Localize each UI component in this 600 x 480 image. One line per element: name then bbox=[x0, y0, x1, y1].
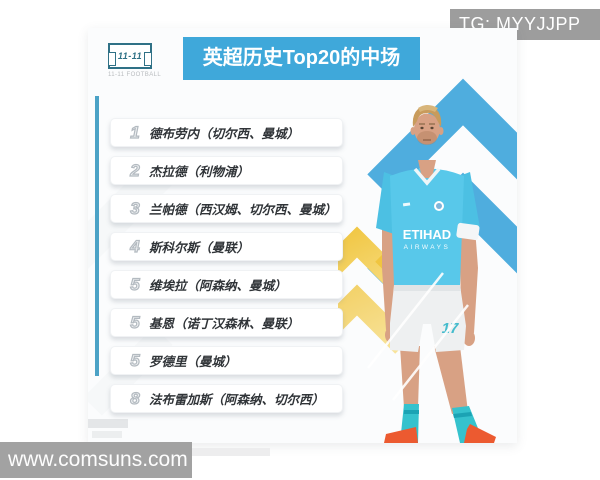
rank-number: 1 bbox=[130, 122, 141, 142]
list-item: 4 斯科尔斯（曼联） bbox=[110, 232, 343, 261]
player-area: ETIHAD AIRWAYS 17 bbox=[303, 28, 517, 443]
player-illustration: ETIHAD AIRWAYS 17 bbox=[303, 78, 517, 443]
rank-number: 5 bbox=[130, 312, 141, 332]
player-name: 兰帕德（西汉姆、切尔西、曼城） bbox=[149, 203, 337, 217]
shirt-sponsor-subtext: AIRWAYS bbox=[404, 244, 451, 251]
rank-number: 2 bbox=[130, 160, 141, 180]
rank-number: 3 bbox=[130, 198, 141, 218]
captain-armband bbox=[456, 222, 480, 241]
design-lines bbox=[367, 272, 469, 401]
boot-icon bbox=[464, 424, 496, 443]
list-item: 8 法布雷加斯（阿森纳、切尔西） bbox=[110, 384, 343, 413]
list-item: 2 杰拉德（利物浦） bbox=[110, 156, 343, 185]
ranking-card: ETIHAD AIRWAYS 17 bbox=[88, 28, 517, 443]
decorative-bar bbox=[92, 431, 122, 438]
decorative-bar bbox=[88, 419, 128, 428]
ranking-list: 1 德布劳内（切尔西、曼城） 2 杰拉德（利物浦） 3 兰帕德（西汉姆、切尔西、… bbox=[110, 118, 343, 422]
page-title: 英超历史Top20的中场 bbox=[202, 47, 401, 69]
rank-number: 5 bbox=[130, 350, 141, 370]
rank-number: 5 bbox=[130, 274, 141, 294]
player-name: 罗德里（曼城） bbox=[149, 355, 237, 369]
player-name: 德布劳内（切尔西、曼城） bbox=[149, 127, 300, 141]
pitch-icon: 11-11 bbox=[108, 43, 152, 69]
shirt-sponsor-text: ETIHAD bbox=[403, 227, 451, 242]
list-item: 1 德布劳内（切尔西、曼城） bbox=[110, 118, 343, 147]
accent-line bbox=[95, 96, 99, 376]
maker-logo-icon bbox=[402, 202, 411, 207]
rank-number: 8 bbox=[130, 388, 141, 408]
player-name: 维埃拉（阿森纳、曼城） bbox=[149, 279, 287, 293]
player-figure: ETIHAD AIRWAYS 17 bbox=[376, 105, 496, 443]
title-banner: 英超历史Top20的中场 bbox=[183, 37, 420, 80]
watermark-bottom-left: www.comsuns.com bbox=[0, 442, 192, 478]
player-name: 基恩（诺丁汉森林、曼联） bbox=[149, 317, 300, 331]
rank-number: 4 bbox=[130, 236, 141, 256]
list-item: 5 维埃拉（阿森纳、曼城） bbox=[110, 270, 343, 299]
player-name: 法布雷加斯（阿森纳、切尔西） bbox=[149, 393, 325, 407]
player-name: 杰拉德（利物浦） bbox=[149, 165, 250, 179]
logo-caption: 11-11 FOOTBALL bbox=[108, 72, 162, 78]
list-item: 5 罗德里（曼城） bbox=[110, 346, 343, 375]
brand-logo: 11-11 11-11 FOOTBALL bbox=[108, 43, 168, 78]
pitch-label: 11-11 bbox=[117, 51, 143, 61]
list-item: 3 兰帕德（西汉姆、切尔西、曼城） bbox=[110, 194, 343, 223]
boot-icon bbox=[384, 427, 418, 443]
list-item: 5 基恩（诺丁汉森林、曼联） bbox=[110, 308, 343, 337]
player-name: 斯科尔斯（曼联） bbox=[149, 241, 250, 255]
